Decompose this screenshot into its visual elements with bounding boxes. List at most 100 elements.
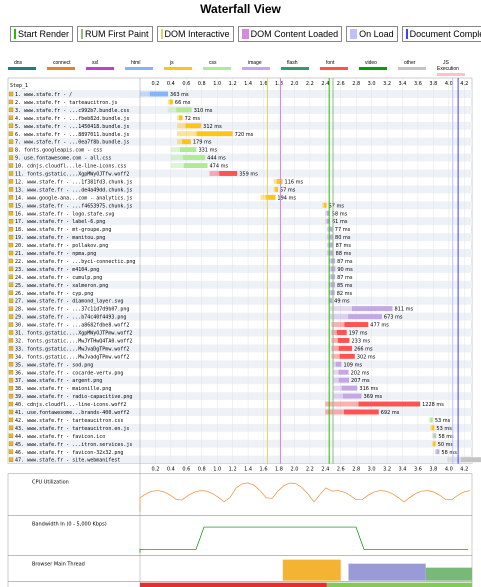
request-bar-wait <box>329 306 352 312</box>
lock-icon <box>8 234 14 240</box>
lock-icon <box>8 433 14 439</box>
request-time-label: 720 ms <box>235 132 254 138</box>
request-bar-wait <box>273 186 276 192</box>
request-bar-wait <box>333 377 339 383</box>
request-bar-wait <box>273 178 277 184</box>
request-bar-wait <box>331 330 337 335</box>
content-type-ssl: ssl <box>86 60 114 70</box>
x-tick-label: 3.8 <box>429 81 437 87</box>
lock-icon <box>8 441 14 446</box>
legend-label: DOM Content Loaded <box>250 29 339 39</box>
request-bar <box>329 250 334 256</box>
legend-item: On Load <box>346 26 398 42</box>
lock-icon <box>8 99 14 105</box>
request-bar-wait <box>177 123 186 129</box>
row-bg <box>8 264 472 273</box>
request-time-label: 72 ms <box>185 116 201 122</box>
lock-icon <box>8 290 14 295</box>
content-type-label: image <box>248 60 262 66</box>
content-type-swatch <box>281 67 309 70</box>
request-bar <box>338 345 353 351</box>
request-bar-wait <box>333 369 339 375</box>
request-time-label: 57 ms <box>280 187 296 193</box>
request-time-label: 87 ms <box>337 275 353 281</box>
x-tick-label-bottom: 2.8 <box>352 467 360 473</box>
request-bar-wait <box>140 91 150 97</box>
x-tick-label: 1.0 <box>213 81 221 87</box>
request-bar <box>338 377 350 383</box>
request-label: 47. www.stafe.fr - site.webmanifest <box>15 458 120 464</box>
lock-icon <box>8 131 14 136</box>
x-tick-label: 0.6 <box>182 81 190 87</box>
legend-item: Document Complete <box>401 26 481 42</box>
lock-icon <box>8 274 14 280</box>
bandwidth-line <box>139 526 468 553</box>
request-time-label: 85 ms <box>337 283 353 289</box>
request-label: 14. www.google-ana...com - analytics.js <box>15 195 132 201</box>
lock-icon <box>8 401 14 407</box>
request-label: 28. www.stafe.fr - ...37c11d7d9b07.png <box>15 307 129 313</box>
request-time-label: 57 ms <box>329 203 345 209</box>
metric-label: Browser Main Thread <box>32 562 85 568</box>
content-type-font: font <box>320 60 348 70</box>
content-type-label: JS Execution <box>437 60 459 72</box>
x-tick-label: 1.4 <box>244 81 252 87</box>
content-type-label: ssl <box>92 60 99 66</box>
request-bar-wait <box>333 393 343 399</box>
row-bg <box>8 312 472 321</box>
request-time-label: 312 ms <box>203 124 222 130</box>
x-tick-label-bottom: 0.4 <box>167 467 175 473</box>
lock-icon <box>8 115 14 120</box>
content-type-label: font <box>326 60 335 66</box>
request-bar <box>460 457 481 463</box>
request-bar <box>326 218 331 224</box>
request-time-label: 58 ms <box>441 450 457 456</box>
request-label: 29. www.stafe.fr - ...b74c40f4493.png <box>15 315 126 321</box>
request-label: 1. www.stafe.fr - / <box>15 92 72 98</box>
row-bg <box>8 201 472 210</box>
content-type-js-execution: JS Execution <box>437 60 471 76</box>
request-label: 19. www.stafe.fr - manitou.png <box>15 235 105 241</box>
content-type-label: flash <box>287 60 298 66</box>
request-label: 16. www.stafe.fr - logo.stafe.svg <box>15 211 114 217</box>
content-type-swatch <box>8 67 36 70</box>
request-bar <box>337 337 350 343</box>
request-bar <box>323 202 327 208</box>
request-time-label: 82 ms <box>337 291 353 297</box>
legend-swatch <box>405 29 408 39</box>
lock-icon <box>8 330 14 335</box>
lock-icon <box>8 425 14 431</box>
row-bg <box>8 344 472 353</box>
request-bar-wait <box>447 457 461 463</box>
request-bar <box>430 417 433 423</box>
row-bg <box>8 121 472 130</box>
legend-item: DOM Interactive <box>156 26 234 42</box>
request-time-label: 87 ms <box>337 259 353 265</box>
x-tick-label-bottom: 4.2 <box>460 467 468 473</box>
request-time-label: 474 ms <box>209 164 228 170</box>
request-bar-wait <box>331 345 339 351</box>
content-type-swatch <box>47 67 75 70</box>
request-time-label: 53 ms <box>435 418 451 424</box>
lock-icon <box>8 179 14 184</box>
request-bar-wait <box>325 401 359 407</box>
request-bar <box>176 107 192 113</box>
request-bar <box>329 298 333 304</box>
request-bar <box>149 91 169 97</box>
request-time-label: 811 ms <box>395 307 414 313</box>
x-tick-label: 3.0 <box>368 81 376 87</box>
lock-icon <box>8 449 14 454</box>
row-bg <box>8 105 472 114</box>
request-label: 20. www.stafe.fr - pollakov.png <box>15 243 108 249</box>
request-time-label: 444 ms <box>207 156 226 162</box>
request-time-label: 58 ms <box>438 434 454 440</box>
request-label: 3. www.stafe.fr - ...c992b7.bundle.css <box>15 108 129 114</box>
x-tick-label-bottom: 1.4 <box>244 467 252 473</box>
x-tick-label: 3.6 <box>414 81 422 87</box>
content-type-image: image <box>242 60 270 70</box>
content-type-label: other <box>404 60 416 66</box>
request-label: 17. www.stafe.fr - label-6.png <box>15 219 105 225</box>
request-label: 35. www.stafe.fr - sod.png <box>15 362 93 368</box>
request-bar <box>276 178 283 184</box>
request-bar-wait <box>326 242 330 248</box>
